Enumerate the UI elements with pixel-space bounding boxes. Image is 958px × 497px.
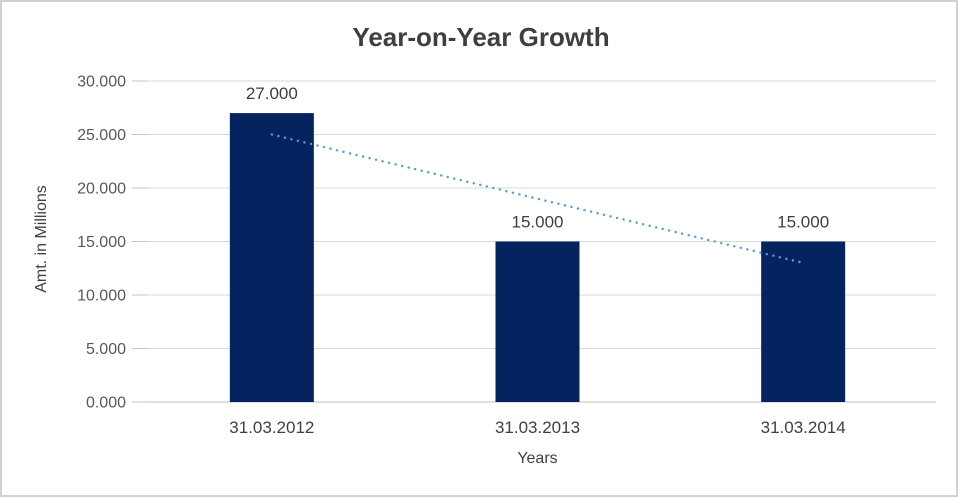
y-tick-label: 10.000 — [77, 288, 126, 305]
x-axis-title: Years — [517, 450, 558, 467]
y-tick-label: 30.000 — [77, 74, 126, 91]
bar-31.03.2014 — [761, 241, 846, 402]
data-label: 27.000 — [246, 84, 298, 103]
x-category-label: 31.03.2014 — [761, 418, 846, 437]
x-category-label: 31.03.2012 — [229, 418, 314, 437]
y-tick-label: 20.000 — [77, 181, 126, 198]
data-label: 15.000 — [512, 213, 564, 232]
x-category-label: 31.03.2013 — [495, 418, 580, 437]
bar-31.03.2012 — [229, 113, 314, 402]
data-label: 15.000 — [777, 213, 829, 232]
chart-title: Year-on-Year Growth — [352, 22, 610, 52]
trendline — [270, 133, 805, 265]
y-tick-label: 5.000 — [86, 341, 126, 358]
y-tick-label: 15.000 — [77, 234, 126, 251]
y-tick-label: 0.000 — [86, 395, 126, 412]
y-tick-label: 25.000 — [77, 127, 126, 144]
bar-31.03.2013 — [495, 241, 580, 402]
